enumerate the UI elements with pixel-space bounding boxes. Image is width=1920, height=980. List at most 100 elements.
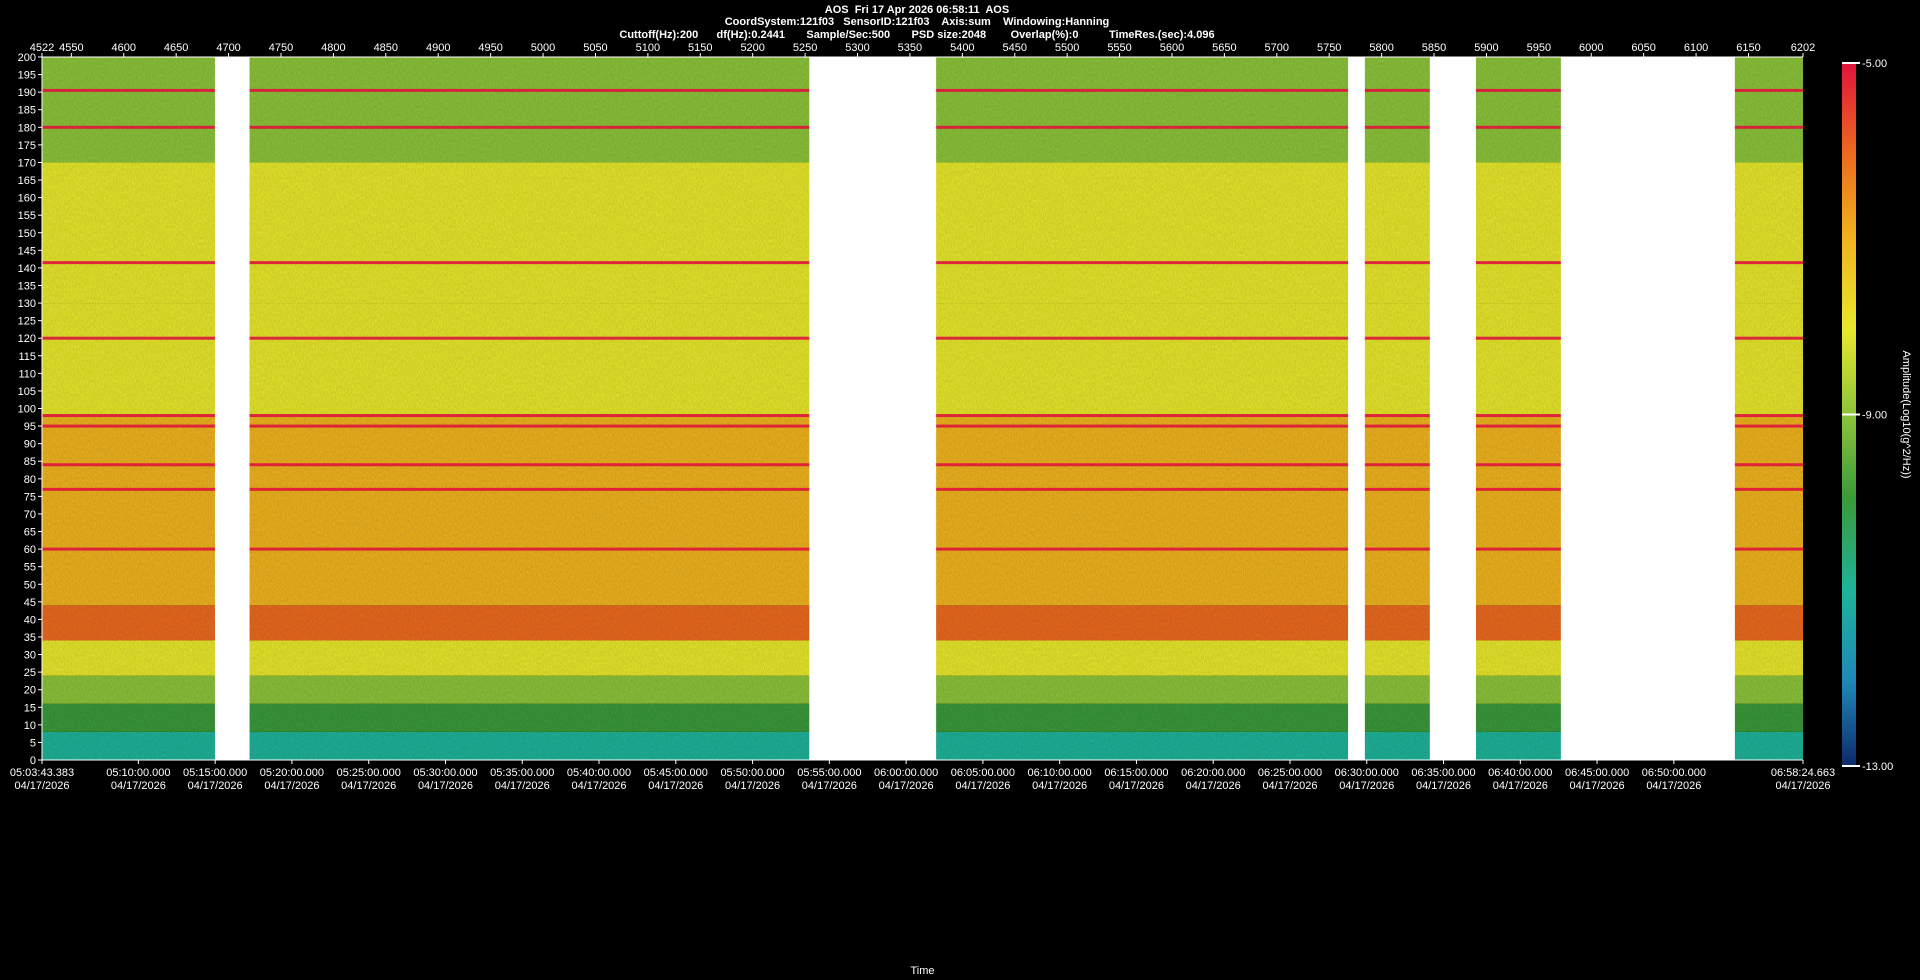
time-tick-date: 04/17/2026	[879, 780, 934, 792]
y-tick-label: 200	[18, 52, 36, 64]
top-tick-label: 5200	[740, 42, 764, 54]
top-tick-label: 4600	[112, 42, 136, 54]
time-tick-time: 05:55:00.000	[797, 767, 861, 779]
time-tick-date: 04/17/2026	[1493, 780, 1548, 792]
y-tick-label: 5	[30, 737, 36, 749]
time-tick-time: 05:40:00.000	[567, 767, 631, 779]
time-tick-time: 05:50:00.000	[720, 767, 784, 779]
time-tick-date: 04/17/2026	[1416, 780, 1471, 792]
top-tick-label: 5600	[1160, 42, 1184, 54]
time-tick-time: 06:50:00.000	[1642, 767, 1706, 779]
top-tick-label: 5950	[1527, 42, 1551, 54]
top-tick-label: 4900	[426, 42, 450, 54]
y-tick-label: 65	[24, 527, 36, 539]
time-tick-date: 04/17/2026	[1775, 780, 1830, 792]
y-tick-label: 195	[18, 70, 36, 82]
colorbar-tick-label: -5.00	[1862, 58, 1887, 70]
time-tick-date: 04/17/2026	[418, 780, 473, 792]
top-tick-label: 5450	[1003, 42, 1027, 54]
time-tick-date: 04/17/2026	[1646, 780, 1701, 792]
time-tick-date: 04/17/2026	[725, 780, 780, 792]
top-tick-label: 5550	[1107, 42, 1131, 54]
data-gap-4	[1560, 57, 1735, 760]
top-tick-label: 5050	[583, 42, 607, 54]
top-tick-label: 4850	[374, 42, 398, 54]
top-tick-label: 6050	[1631, 42, 1655, 54]
time-tick-time: 05:25:00.000	[337, 767, 401, 779]
data-gap-3	[1429, 57, 1476, 760]
y-tick-label: 100	[18, 404, 36, 416]
top-tick-label: 5000	[531, 42, 555, 54]
time-tick-time: 06:20:00.000	[1181, 767, 1245, 779]
data-gap-1	[809, 57, 937, 760]
time-tick-time: 06:35:00.000	[1411, 767, 1475, 779]
time-tick-date: 04/17/2026	[1186, 780, 1241, 792]
colorbar-tick-label: -9.00	[1862, 410, 1887, 422]
y-tick-label: 95	[24, 421, 36, 433]
colorbar-label: Amplitude(Log10(g^2/Hz))	[1900, 350, 1912, 478]
y-tick-label: 55	[24, 562, 36, 574]
time-tick-time: 05:20:00.000	[260, 767, 324, 779]
time-tick-date: 04/17/2026	[955, 780, 1010, 792]
top-tick-label: 5150	[688, 42, 712, 54]
time-tick-time: 06:30:00.000	[1335, 767, 1399, 779]
y-tick-label: 20	[24, 685, 36, 697]
time-tick-time: 06:40:00.000	[1488, 767, 1552, 779]
time-tick-date: 04/17/2026	[1109, 780, 1164, 792]
y-tick-label: 190	[18, 87, 36, 99]
chart-subtitle-coords: CoordSystem:121f03 SensorID:121f03 Axis:…	[724, 16, 1110, 28]
time-tick-date: 04/17/2026	[264, 780, 319, 792]
top-tick-label: 4650	[164, 42, 188, 54]
data-gaps	[214, 57, 1735, 760]
time-tick-date: 04/17/2026	[1262, 780, 1317, 792]
top-tick-label: 5300	[845, 42, 869, 54]
time-tick-time: 06:05:00.000	[951, 767, 1015, 779]
time-tick-time: 06:45:00.000	[1565, 767, 1629, 779]
top-tick-label: 4750	[269, 42, 293, 54]
y-tick-label: 130	[18, 298, 36, 310]
top-tick-label: 5750	[1317, 42, 1341, 54]
time-tick-time: 06:25:00.000	[1258, 767, 1322, 779]
top-tick-label: 5400	[950, 42, 974, 54]
top-tick-label: 5800	[1369, 42, 1393, 54]
y-tick-label: 120	[18, 333, 36, 345]
top-tick-label: 5500	[1055, 42, 1079, 54]
time-tick-time: 06:10:00.000	[1028, 767, 1092, 779]
y-tick-label: 0	[30, 755, 36, 767]
y-tick-label: 90	[24, 439, 36, 451]
top-tick-label: 5850	[1422, 42, 1446, 54]
y-tick-label: 35	[24, 632, 36, 644]
time-tick-date: 04/17/2026	[802, 780, 857, 792]
top-tick-label: 5900	[1474, 42, 1498, 54]
time-tick-date: 04/17/2026	[1339, 780, 1394, 792]
top-tick-label: 4550	[59, 42, 83, 54]
time-tick-date: 04/17/2026	[648, 780, 703, 792]
time-tick-time: 05:30:00.000	[413, 767, 477, 779]
time-tick-date: 04/17/2026	[1032, 780, 1087, 792]
y-tick-label: 185	[18, 105, 36, 117]
time-tick-time: 05:10:00.000	[106, 767, 170, 779]
top-tick-label: 6100	[1684, 42, 1708, 54]
y-tick-label: 105	[18, 386, 36, 398]
y-tick-label: 60	[24, 544, 36, 556]
data-gap-2	[1348, 57, 1365, 760]
colorbar: -5.00 -9.00 -13.00 Amplitude(Log10(g^2/Hz))	[1842, 58, 1912, 773]
y-tick-label: 175	[18, 140, 36, 152]
time-tick-time: 06:58:24.663	[1771, 767, 1835, 779]
y-tick-label: 140	[18, 263, 36, 275]
y-tick-label: 85	[24, 456, 36, 468]
top-tick-label: 4700	[216, 42, 240, 54]
chart-title: AOS Fri 17 Apr 2026 06:58:11 AOS	[824, 4, 1010, 16]
axes: 2001951901851801751701651601551501451401…	[10, 42, 1835, 977]
time-tick-date: 04/17/2026	[188, 780, 243, 792]
chart-subtitle-params: Cuttoff(Hz):200 df(Hz):0.2441 Sample/Sec…	[619, 29, 1215, 41]
time-tick-date: 04/17/2026	[495, 780, 550, 792]
top-tick-label: 5250	[793, 42, 817, 54]
y-tick-label: 15	[24, 702, 36, 714]
y-tick-label: 80	[24, 474, 36, 486]
y-tick-label: 75	[24, 491, 36, 503]
data-gap-0	[214, 57, 250, 760]
top-tick-label: 5350	[898, 42, 922, 54]
y-tick-label: 115	[18, 351, 36, 363]
